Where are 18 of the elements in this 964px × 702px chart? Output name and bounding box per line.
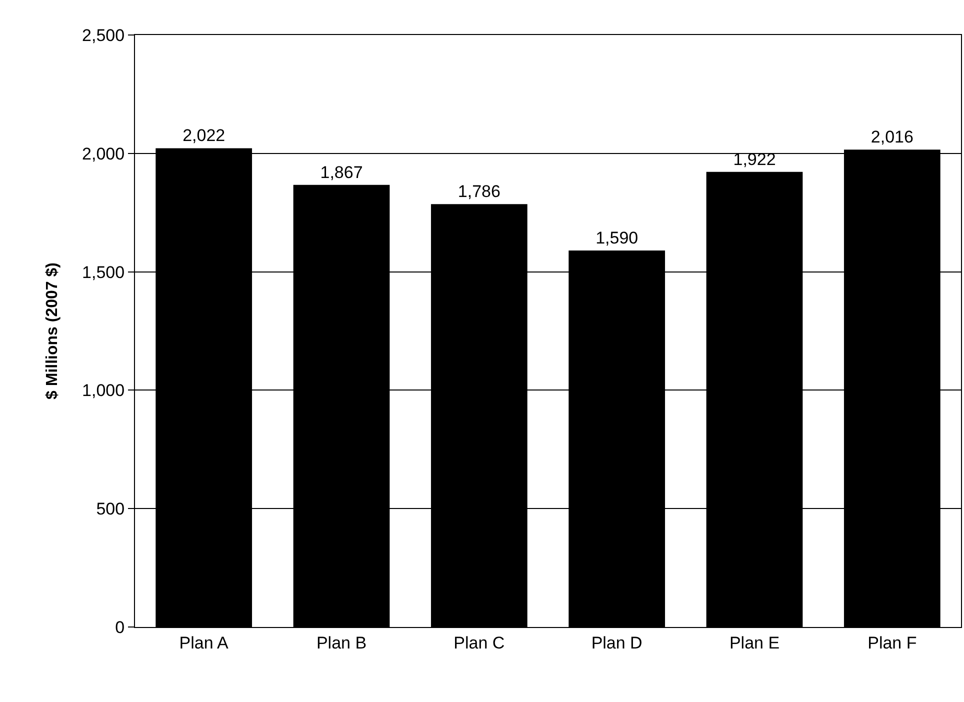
y-tick-label: 2,000 bbox=[82, 144, 125, 164]
x-tick-label: Plan A bbox=[179, 633, 230, 652]
x-tick-label: Plan D bbox=[591, 633, 642, 652]
data-label: 1,786 bbox=[458, 182, 500, 202]
data-label: 1,590 bbox=[596, 228, 638, 248]
y-tick-label: 2,500 bbox=[82, 26, 125, 45]
data-label: 2,022 bbox=[182, 126, 226, 146]
data-label: 1,867 bbox=[320, 162, 363, 182]
y-tick-label: 1,000 bbox=[82, 381, 125, 400]
y-tick-label: 500 bbox=[96, 500, 125, 519]
data-label: 2,016 bbox=[870, 128, 914, 147]
x-tick-label: Plan E bbox=[729, 633, 780, 652]
x-tick-label: Plan C bbox=[454, 633, 505, 652]
x-tick-label: Plan F bbox=[868, 633, 917, 652]
y-axis-title: $ Millions (2007 $) bbox=[44, 262, 61, 400]
y-tick-label: 1,500 bbox=[82, 262, 125, 282]
y-tick-label: 0 bbox=[115, 618, 125, 637]
x-tick-label: Plan B bbox=[316, 633, 367, 652]
